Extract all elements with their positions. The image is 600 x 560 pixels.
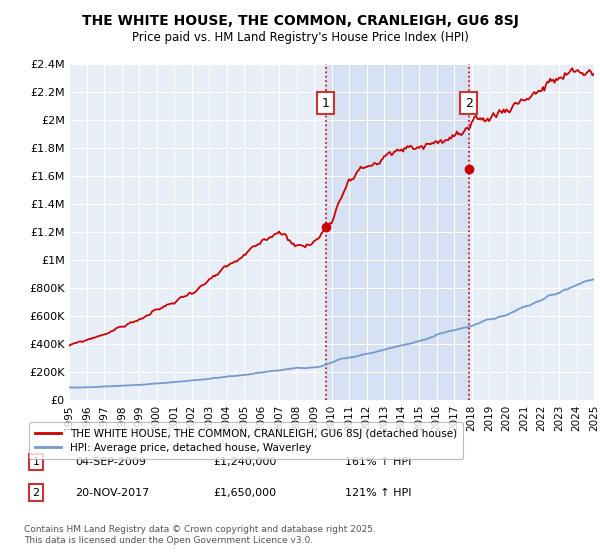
Text: 20-NOV-2017: 20-NOV-2017 [75, 488, 149, 498]
Text: Price paid vs. HM Land Registry's House Price Index (HPI): Price paid vs. HM Land Registry's House … [131, 31, 469, 44]
Text: 121% ↑ HPI: 121% ↑ HPI [345, 488, 412, 498]
Legend: THE WHITE HOUSE, THE COMMON, CRANLEIGH, GU6 8SJ (detached house), HPI: Average p: THE WHITE HOUSE, THE COMMON, CRANLEIGH, … [29, 422, 463, 459]
Text: £1,240,000: £1,240,000 [213, 457, 277, 467]
Bar [326, 64, 469, 400]
Text: £1,650,000: £1,650,000 [213, 488, 276, 498]
Text: 161% ↑ HPI: 161% ↑ HPI [345, 457, 412, 467]
Text: Contains HM Land Registry data © Crown copyright and database right 2025.
This d: Contains HM Land Registry data © Crown c… [24, 525, 376, 545]
Text: 04-SEP-2009: 04-SEP-2009 [75, 457, 146, 467]
Text: 2: 2 [32, 488, 40, 498]
Text: 1: 1 [322, 96, 329, 110]
Text: 1: 1 [32, 457, 40, 467]
Text: THE WHITE HOUSE, THE COMMON, CRANLEIGH, GU6 8SJ: THE WHITE HOUSE, THE COMMON, CRANLEIGH, … [82, 14, 518, 28]
Text: 2: 2 [464, 96, 473, 110]
